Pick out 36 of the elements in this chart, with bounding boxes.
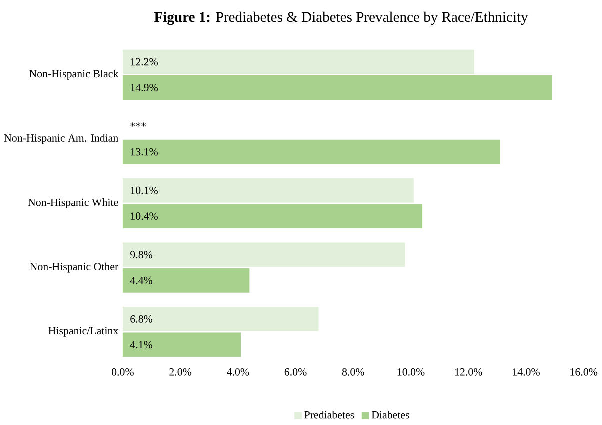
legend-label: Prediabetes [304,410,354,419]
data-label: 13.1% [131,148,158,156]
y-tick-label: Non-Hispanic White [28,198,118,208]
bar [122,204,423,228]
data-label: 4.1% [130,341,153,348]
bar [122,332,242,357]
bar [122,306,319,332]
y-tick-label: Non-Hispanic Other [30,262,119,273]
x-tick-label: 2.0% [170,368,192,376]
x-tick-label: 12.0% [455,368,482,376]
legend-label: Diabetes [372,410,410,419]
data-label: 4.4% [130,276,153,284]
x-tick-label: 4.0% [227,368,250,376]
x-tick-label: 16.0% [570,368,598,376]
bar [122,242,406,267]
x-tick-label: 14.0% [513,368,540,376]
chart-title: Figure 1: Prediabetes & Diabetes Prevalence by Race/Ethnicity [154,12,528,26]
data-label: 12.2% [131,58,158,66]
y-tick-label: Non-Hispanic Black [30,70,119,80]
data-label: 6.8% [130,315,153,323]
data-label: 10.4% [131,212,158,220]
bar [122,140,500,164]
x-tick-label: 0.0% [112,368,134,376]
x-tick-label: 10.0% [398,368,425,376]
data-label: 9.8% [130,251,153,258]
data-label: 10.1% [131,186,158,194]
x-tick-label: 8.0% [342,368,364,376]
bar [122,268,250,293]
y-tick-label: Hispanic/Latinx [48,327,119,337]
bar [122,75,552,100]
bar [122,50,474,74]
y-tick-label: Non-Hispanic Am. Indian [4,134,118,144]
data-label: 14.9% [131,84,158,92]
bar [122,178,414,203]
text: *** [130,122,146,127]
x-tick-label: 6.0% [284,368,307,376]
